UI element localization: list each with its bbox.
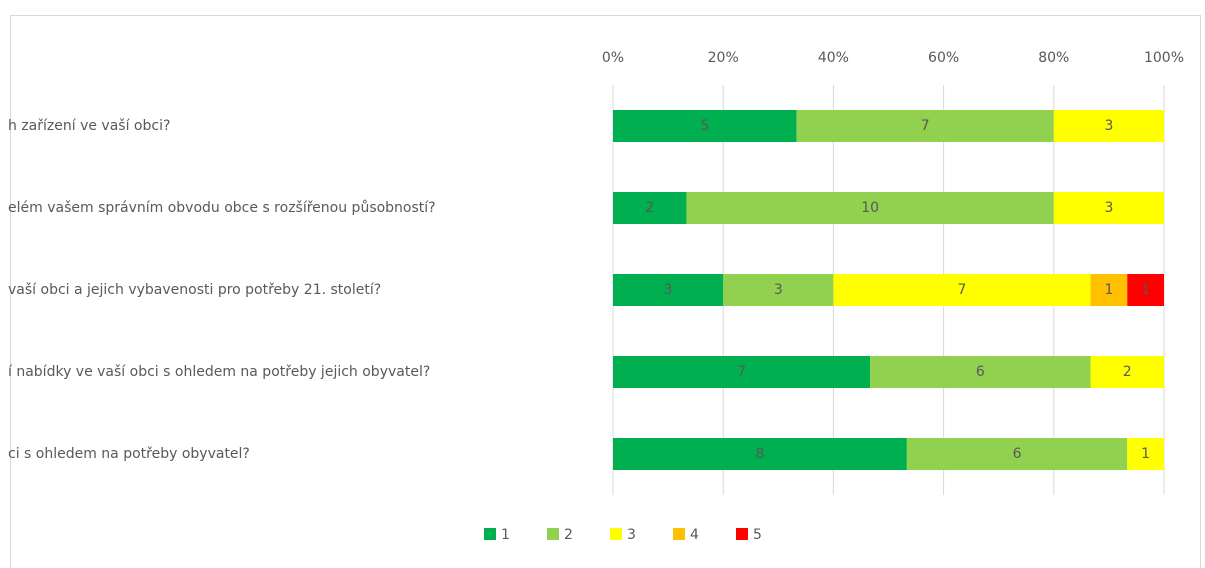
- x-tick-label: 0%: [602, 50, 624, 66]
- data-label: 5: [700, 118, 709, 134]
- legend-swatch: [736, 528, 748, 540]
- data-label: 1: [1104, 282, 1113, 298]
- bar-segment: [613, 192, 687, 224]
- data-label: 7: [958, 282, 967, 298]
- bar-segment: [796, 110, 1054, 142]
- data-label: 8: [755, 446, 764, 462]
- data-label: 6: [1013, 446, 1022, 462]
- data-label: 7: [921, 118, 930, 134]
- data-label: 3: [1104, 118, 1113, 134]
- data-label: 1: [1141, 446, 1150, 462]
- legend-label: 3: [627, 527, 636, 543]
- legend-swatch: [484, 528, 496, 540]
- bar-segment: [1090, 356, 1164, 388]
- category-label: h zařízení ve vaší obci?: [8, 118, 170, 134]
- bar-segment: [833, 274, 1091, 306]
- bar-segment: [1127, 274, 1164, 306]
- bar-segment: [613, 356, 871, 388]
- x-tick-label: 100%: [1144, 50, 1184, 66]
- bar-segment: [686, 192, 1054, 224]
- data-label: 10: [861, 200, 879, 216]
- bar-segment: [1090, 274, 1128, 306]
- bar-segment: [613, 110, 797, 142]
- legend-label: 1: [501, 527, 510, 543]
- legend-label: 5: [753, 527, 762, 543]
- x-tick-label: 40%: [818, 50, 849, 66]
- bar-segment: [613, 438, 907, 470]
- legend-label: 4: [690, 527, 699, 543]
- bar-segment: [1127, 438, 1164, 470]
- bar-segment: [1053, 192, 1164, 224]
- data-label: 3: [774, 282, 783, 298]
- legend-swatch: [673, 528, 685, 540]
- data-label: 7: [737, 364, 746, 380]
- bar-segment: [1053, 110, 1164, 142]
- bar-segment: [870, 356, 1091, 388]
- x-tick-label: 20%: [708, 50, 739, 66]
- data-label: 1: [1141, 282, 1150, 298]
- data-label: 2: [1123, 364, 1132, 380]
- data-label: 3: [664, 282, 673, 298]
- category-label: ci s ohledem na potřeby obyvatel?: [8, 446, 250, 462]
- category-label: vaší obci a jejich vybavenosti pro potře…: [8, 282, 381, 298]
- bar-segment: [613, 274, 724, 306]
- data-label: 2: [645, 200, 654, 216]
- bar-segment: [906, 438, 1128, 470]
- category-label: elém vašem správním obvodu obce s rozšíř…: [8, 200, 436, 216]
- bar-segment: [723, 274, 834, 306]
- x-tick-label: 80%: [1038, 50, 1069, 66]
- legend-swatch: [547, 528, 559, 540]
- x-tick-label: 60%: [928, 50, 959, 66]
- data-label: 6: [976, 364, 985, 380]
- legend-swatch: [610, 528, 622, 540]
- legend-label: 2: [564, 527, 573, 543]
- category-label: í nabídky ve vaší obci s ohledem na potř…: [8, 364, 430, 380]
- data-label: 3: [1104, 200, 1113, 216]
